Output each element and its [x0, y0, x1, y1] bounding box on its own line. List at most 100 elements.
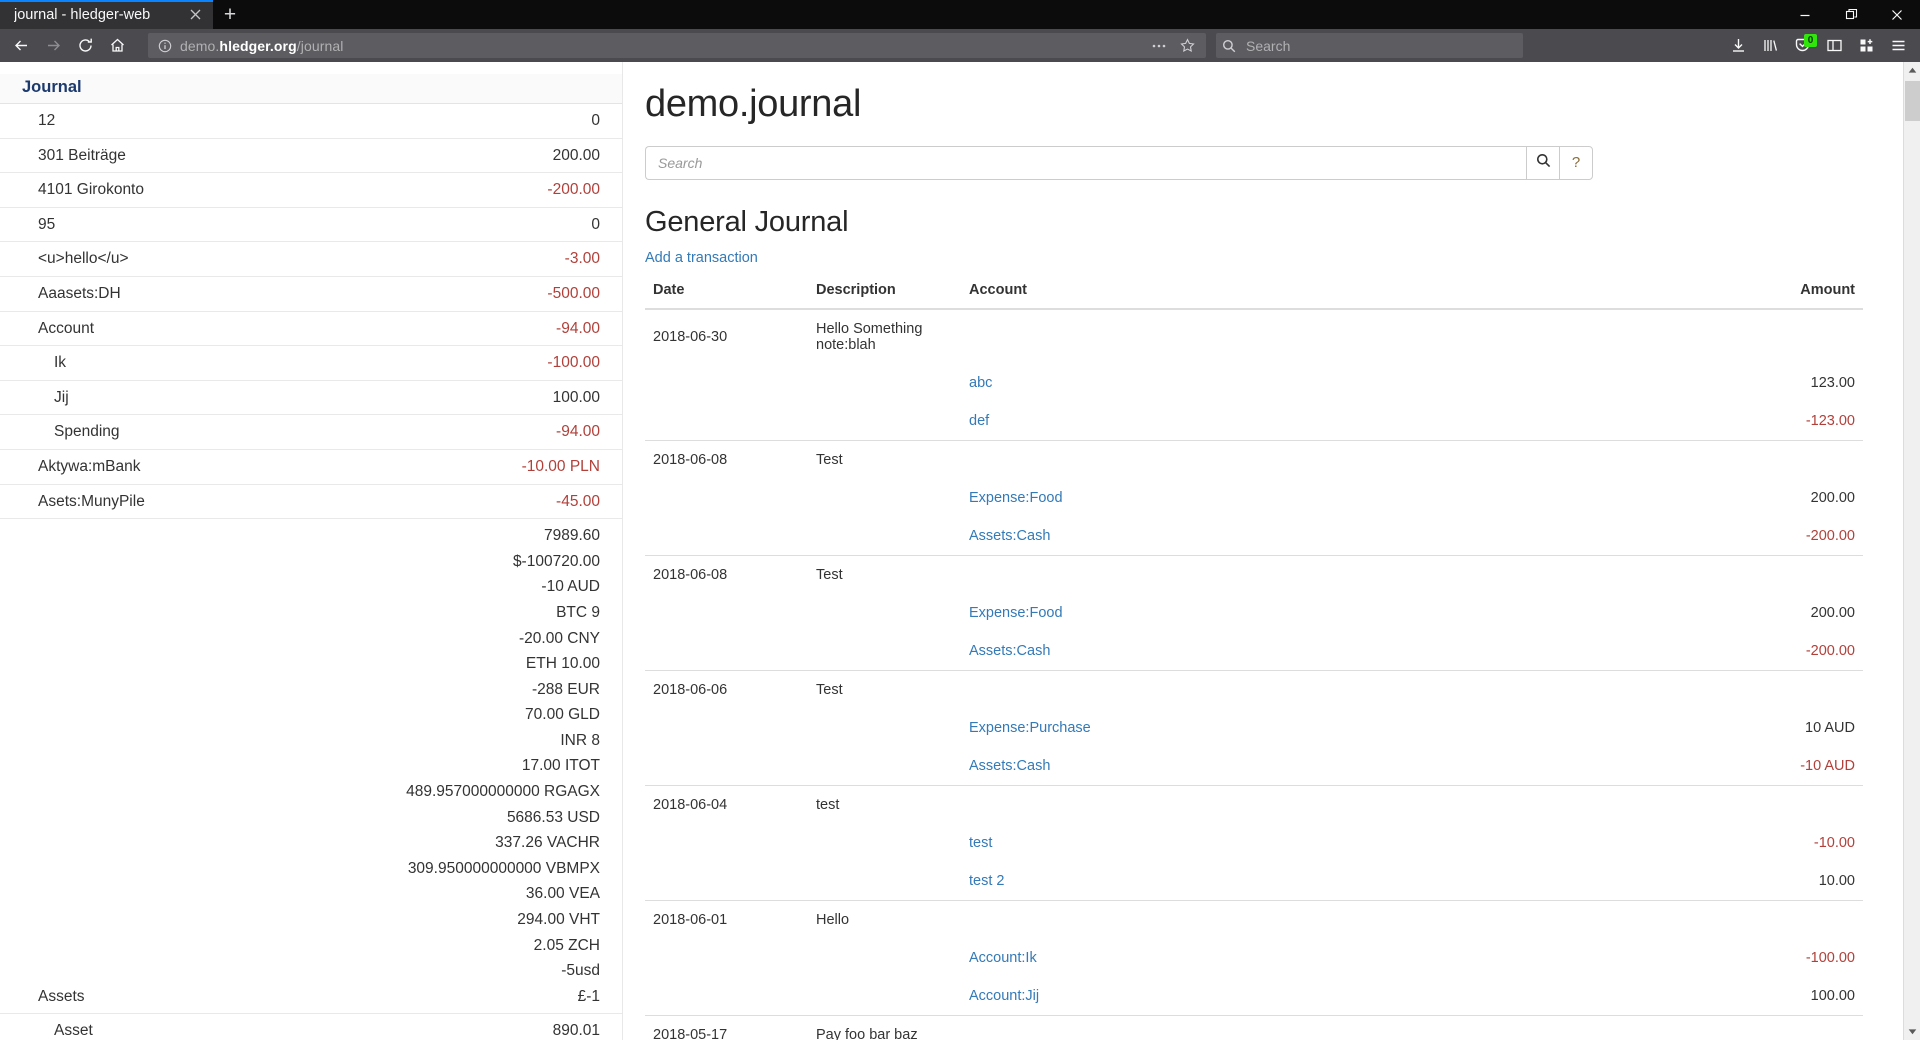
- search-input[interactable]: [645, 145, 1526, 180]
- account-name[interactable]: 95: [0, 207, 250, 243]
- account-name[interactable]: 12: [0, 103, 250, 139]
- grid-plus-icon[interactable]: [1851, 32, 1882, 60]
- transaction-row[interactable]: 2018-06-08 Test: [645, 439, 1863, 479]
- transaction-account-spacer: [961, 554, 1703, 594]
- journal-search-form: ?: [645, 145, 1593, 180]
- account-link[interactable]: Assets:Cash: [969, 527, 1051, 544]
- posting-date-spacer: [645, 517, 808, 556]
- page-scrollbar[interactable]: [1903, 62, 1920, 1040]
- account-row[interactable]: 12 0: [0, 103, 622, 139]
- account-link[interactable]: abc: [969, 374, 993, 391]
- transaction-row[interactable]: 2018-06-06 Test: [645, 669, 1863, 709]
- minimize-icon[interactable]: [1782, 0, 1828, 29]
- new-tab-button[interactable]: +: [223, 3, 237, 26]
- account-link[interactable]: test 2: [969, 872, 1005, 889]
- sidebar-icon[interactable]: [1819, 32, 1850, 60]
- back-arrow-icon[interactable]: [6, 32, 36, 60]
- posting-account: def: [961, 402, 1703, 441]
- account-row[interactable]: <u>hello</u> -3.00: [0, 241, 622, 277]
- account-row[interactable]: Spending -94.00: [0, 414, 622, 450]
- account-link[interactable]: test: [969, 834, 993, 851]
- scroll-down-arrow-icon[interactable]: [1903, 1023, 1920, 1040]
- account-row[interactable]: Ik -100.00: [0, 345, 622, 381]
- posting-row: Expense:Food 200.00: [645, 594, 1863, 632]
- account-row[interactable]: Asets:MunyPile -45.00: [0, 484, 622, 520]
- account-name[interactable]: Asets:MunyPile: [0, 484, 250, 520]
- url-bar[interactable]: demo.hledger.org/journal: [148, 33, 1206, 58]
- search-submit-button[interactable]: [1526, 145, 1560, 180]
- add-transaction-link[interactable]: Add a transaction: [645, 249, 758, 266]
- close-icon[interactable]: [1874, 0, 1920, 29]
- posting-row: Assets:Cash -10 AUD: [645, 747, 1863, 786]
- hamburger-menu-icon[interactable]: [1883, 32, 1914, 60]
- pocket-icon[interactable]: 0: [1787, 32, 1818, 60]
- search-help-button[interactable]: ?: [1559, 145, 1593, 180]
- transaction-row[interactable]: 2018-06-08 Test: [645, 554, 1863, 594]
- account-name[interactable]: <u>hello</u>: [0, 241, 250, 277]
- balance-amount: 7989.60: [543, 527, 600, 545]
- reload-icon[interactable]: [70, 32, 100, 60]
- account-row[interactable]: 95 0: [0, 207, 622, 243]
- column-header-date: Date: [645, 277, 808, 310]
- browser-tab-journal[interactable]: journal - hledger-web: [0, 0, 213, 29]
- account-link[interactable]: Expense:Food: [969, 489, 1063, 506]
- balance-amount: 100.00: [552, 388, 600, 406]
- account-name[interactable]: Assets: [0, 518, 250, 1015]
- navigation-toolbar: demo.hledger.org/journal Search: [0, 29, 1920, 62]
- account-row[interactable]: Aaasets:DH -500.00: [0, 276, 622, 312]
- library-icon[interactable]: [1755, 32, 1786, 60]
- posting-account: Expense:Food: [961, 594, 1703, 632]
- posting-description-spacer: [808, 594, 961, 632]
- account-row[interactable]: 4101 Girokonto -200.00: [0, 172, 622, 208]
- tab-title: journal - hledger-web: [14, 6, 151, 23]
- ellipsis-icon[interactable]: [1146, 34, 1172, 58]
- account-row[interactable]: Aktywa:mBank -10.00 PLN: [0, 449, 622, 485]
- account-row[interactable]: 301 Beiträge 200.00: [0, 138, 622, 174]
- forward-arrow-icon[interactable]: [38, 32, 68, 60]
- account-link[interactable]: Account:Ik: [969, 949, 1037, 966]
- account-name[interactable]: 4101 Girokonto: [0, 172, 250, 208]
- restore-icon[interactable]: [1828, 0, 1874, 29]
- account-row[interactable]: Assets 7989.60 $-100720.00 -10 AUD BTC 9 -20.…: [0, 518, 622, 1015]
- star-icon[interactable]: [1174, 34, 1200, 58]
- download-icon[interactable]: [1723, 32, 1754, 60]
- posting-description-spacer: [808, 862, 961, 901]
- account-name[interactable]: Ik: [0, 345, 250, 381]
- journal-link[interactable]: Journal: [0, 74, 622, 104]
- account-link[interactable]: Assets:Cash: [969, 757, 1051, 774]
- account-name[interactable]: Account: [0, 311, 250, 347]
- account-row[interactable]: Jij 100.00: [0, 380, 622, 416]
- account-name[interactable]: Asset: [0, 1013, 250, 1040]
- account-link[interactable]: Expense:Purchase: [969, 719, 1091, 736]
- transaction-row[interactable]: 2018-06-30 Hello Something note:blah: [645, 309, 1863, 364]
- balance-amount: 17.00 ITOT: [521, 757, 600, 775]
- account-name[interactable]: Aaasets:DH: [0, 276, 250, 312]
- scroll-up-arrow-icon[interactable]: [1903, 62, 1920, 79]
- account-name[interactable]: Jij: [0, 380, 250, 416]
- account-name[interactable]: Aktywa:mBank: [0, 449, 250, 485]
- balance-amount: -94.00: [556, 319, 600, 337]
- account-link[interactable]: Assets:Cash: [969, 642, 1051, 659]
- transaction-row[interactable]: 2018-06-04 test: [645, 784, 1863, 824]
- account-rows: 12 0 301 Beiträge 200.00 4101 Girokonto -200.…: [0, 103, 622, 1040]
- account-link[interactable]: def: [969, 412, 990, 429]
- url-text[interactable]: demo.hledger.org/journal: [178, 38, 1146, 54]
- account-row[interactable]: Account -94.00: [0, 311, 622, 347]
- account-link[interactable]: Expense:Food: [969, 604, 1063, 621]
- posting-date-spacer: [645, 632, 808, 671]
- home-icon[interactable]: [102, 32, 132, 60]
- info-circle-icon[interactable]: [152, 39, 178, 53]
- transaction-row[interactable]: 2018-06-01 Hello: [645, 899, 1863, 939]
- account-name[interactable]: 301 Beiträge: [0, 138, 250, 174]
- scrollbar-track[interactable]: [1903, 79, 1920, 1023]
- transaction-description: Test: [808, 439, 961, 479]
- account-name[interactable]: Spending: [0, 414, 250, 450]
- account-row[interactable]: Asset 890.01: [0, 1013, 622, 1040]
- close-icon[interactable]: [185, 5, 205, 25]
- transaction-row[interactable]: 2018-05-17 Pay foo bar baz: [645, 1014, 1863, 1040]
- scrollbar-thumb[interactable]: [1904, 81, 1920, 121]
- account-link[interactable]: Account:Jij: [969, 987, 1040, 1004]
- transaction-date: 2018-06-08: [645, 439, 808, 479]
- browser-search-bar[interactable]: Search: [1216, 33, 1523, 58]
